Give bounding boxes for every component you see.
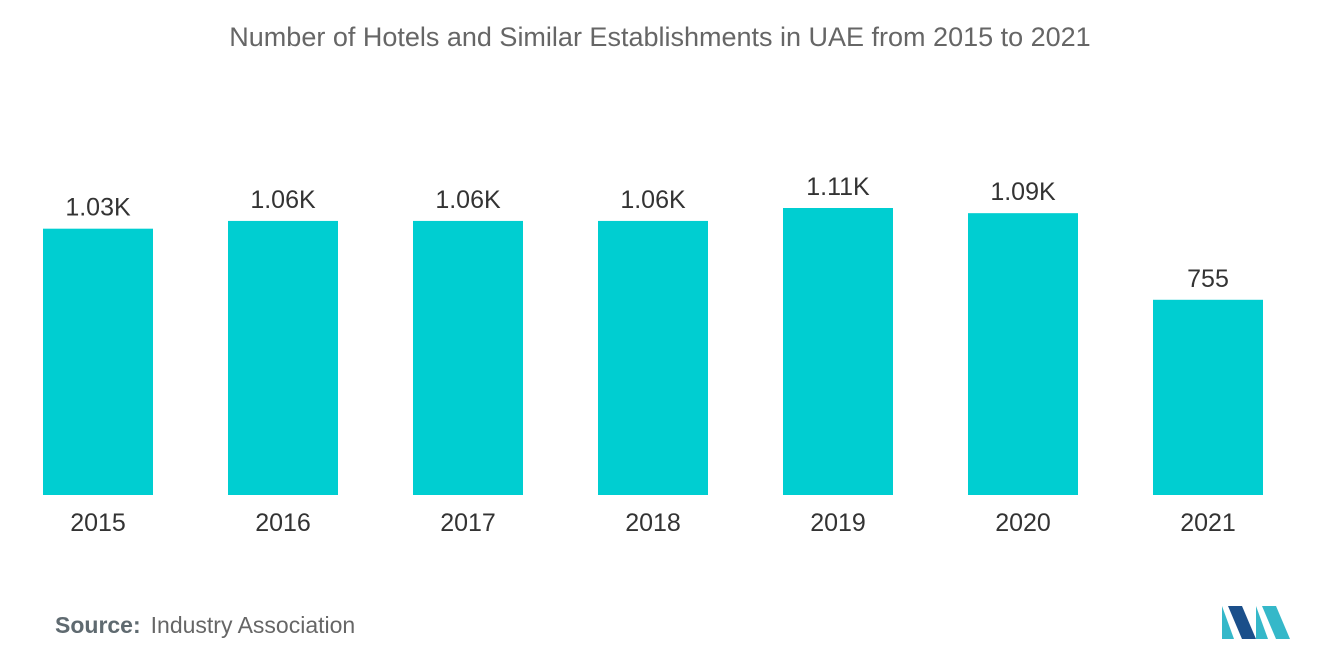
logo-shape-mid-left <box>1228 606 1256 639</box>
data-label-2017: 1.06K <box>435 186 501 214</box>
bar-2018 <box>598 220 708 496</box>
source-note: Source: Industry Association <box>55 612 355 639</box>
x-tick-label-2016: 2016 <box>255 509 311 537</box>
logo-shape-mid-right <box>1256 606 1268 639</box>
chart-title: Number of Hotels and Similar Establishme… <box>229 22 1091 52</box>
x-tick-label-2017: 2017 <box>440 509 496 537</box>
bar-2017 <box>413 220 523 496</box>
logo-shape-left <box>1222 606 1234 639</box>
bar-chart: 1.03K 2015 1.06K 2016 1.06K 2017 1.06K 2018 1.11… <box>43 173 1263 537</box>
data-label-2020: 1.09K <box>990 178 1056 206</box>
data-label-2019: 1.11K <box>806 173 870 201</box>
bar-2015 <box>43 228 153 495</box>
logo-shape-right <box>1262 606 1290 639</box>
bar-2016 <box>228 220 338 496</box>
company-logo-icon <box>1222 606 1290 639</box>
source-label: Source: <box>55 612 141 638</box>
x-tick-label-2018: 2018 <box>625 509 681 537</box>
bar-2020 <box>968 213 1078 495</box>
data-label-2016: 1.06K <box>250 186 316 214</box>
source-value: Industry Association <box>150 612 356 638</box>
bar-2019 <box>783 208 893 495</box>
x-tick-label-2019: 2019 <box>810 509 866 537</box>
x-tick-label-2021: 2021 <box>1180 509 1236 537</box>
x-tick-label-2020: 2020 <box>995 509 1051 537</box>
data-label-2021: 755 <box>1187 265 1229 293</box>
x-tick-label-2015: 2015 <box>70 509 126 537</box>
data-label-2015: 1.03K <box>65 194 131 222</box>
data-label-2018: 1.06K <box>620 186 686 214</box>
bar-2021 <box>1153 299 1263 495</box>
